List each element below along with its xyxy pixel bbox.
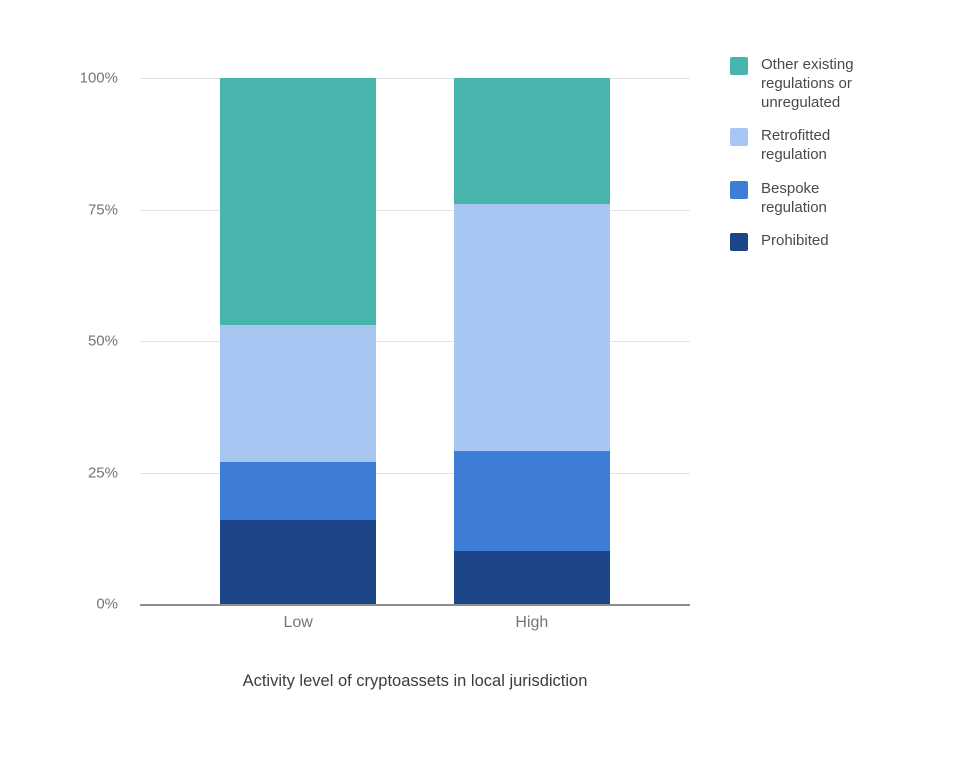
bar-segment <box>220 78 377 326</box>
bar-segment <box>453 451 610 552</box>
gridline <box>140 209 690 211</box>
x-axis-line <box>140 604 690 606</box>
legend-swatch <box>730 233 748 252</box>
x-tick-label: Low <box>283 614 313 631</box>
legend-item: Prohibited <box>730 232 930 252</box>
plot-area: Low High <box>140 78 690 631</box>
gridline <box>140 341 690 342</box>
legend-item: Other existing regulations or unregulate… <box>730 56 930 112</box>
bar-segment <box>453 551 610 604</box>
legend-label: Prohibited <box>761 232 829 250</box>
y-tick-label: 0% <box>96 595 118 613</box>
legend-item: Bespoke regulation <box>730 180 930 218</box>
legend-label: Retrofitted regulation <box>761 127 831 163</box>
x-tick-label: High <box>515 614 549 631</box>
x-axis-title: Activity level of cryptoassets in local … <box>242 672 588 690</box>
bar-low <box>220 78 377 604</box>
y-axis-labels: 0% 25% 50% 75% 100% <box>30 70 118 613</box>
legend: Other existing regulations or unregulate… <box>730 56 930 266</box>
bar-high <box>453 78 610 604</box>
bar-segment <box>220 519 377 604</box>
legend-label: Bespoke regulation <box>761 179 827 216</box>
bar-segment <box>220 325 377 462</box>
legend-swatch <box>730 128 748 147</box>
y-tick-label: 50% <box>87 332 118 350</box>
legend-swatch <box>730 57 748 75</box>
y-tick-label: 25% <box>87 464 118 481</box>
legend-label: Other existing regulations or unregulate… <box>761 56 854 111</box>
bar-segment <box>453 78 610 205</box>
legend-item: Retrofitted regulation <box>730 127 930 165</box>
gridline <box>140 472 690 474</box>
bar-segment <box>453 204 610 452</box>
y-tick-label: 75% <box>87 201 118 218</box>
legend-swatch <box>730 180 748 199</box>
y-tick-label: 100% <box>79 69 118 87</box>
bar-segment <box>220 461 377 520</box>
gridline <box>140 78 690 79</box>
